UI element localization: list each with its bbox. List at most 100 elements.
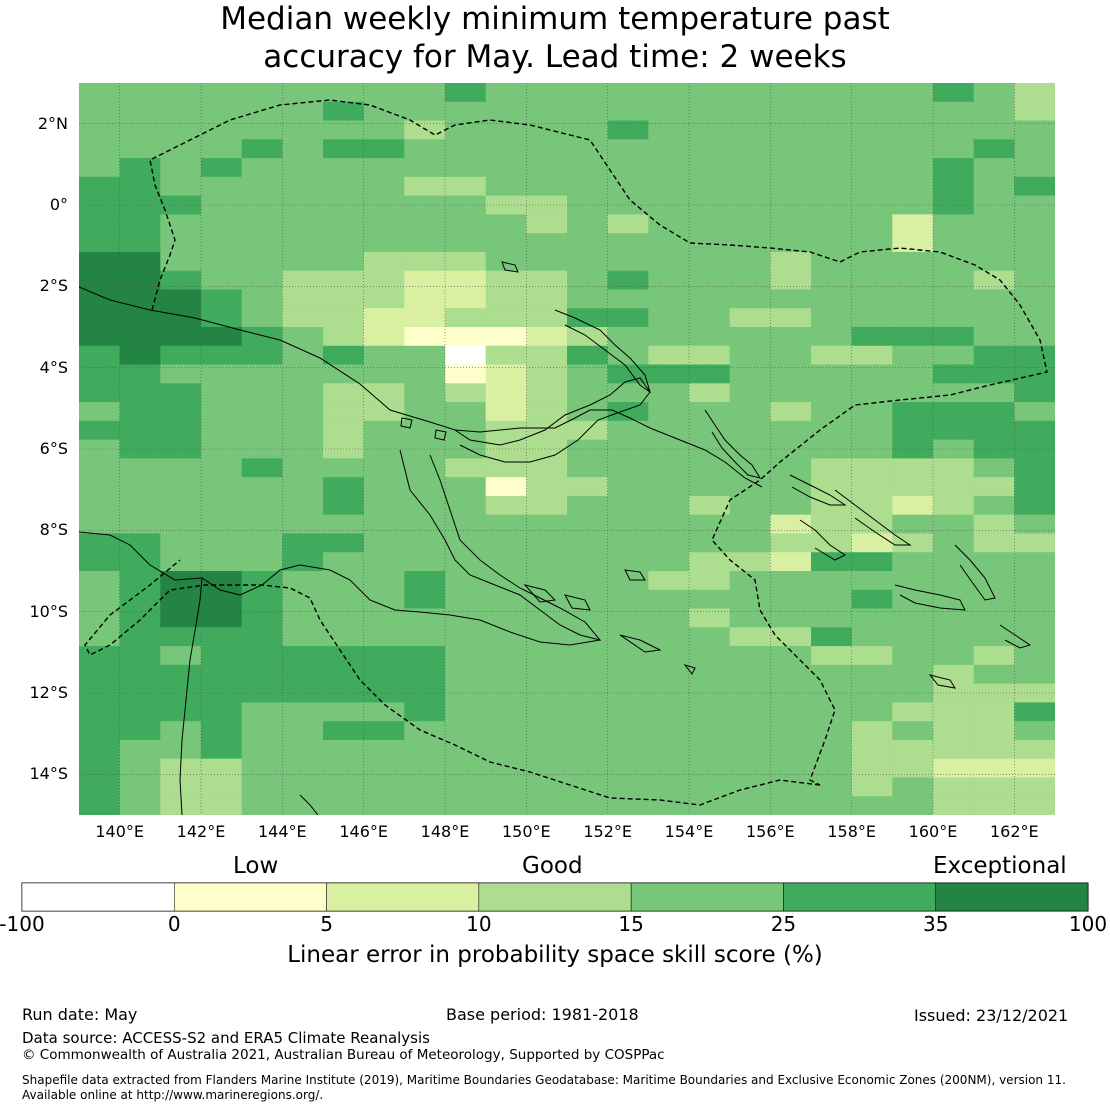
skill-cell [282, 777, 324, 797]
coast-santa-isabel [834, 489, 912, 546]
skill-cell [323, 139, 365, 159]
skill-cell [607, 664, 649, 685]
skill-cell [689, 458, 731, 478]
skill-cell [445, 758, 487, 779]
skill-cell [973, 627, 1015, 647]
skill-cell [648, 383, 690, 403]
skill-cell [241, 364, 283, 384]
skill-cell [1014, 758, 1055, 779]
skill-cell [241, 683, 283, 703]
skill-cell [729, 514, 771, 535]
skill-cell [892, 721, 934, 741]
skill-cell [119, 308, 161, 328]
skill-cell [282, 327, 324, 347]
skill-cell [689, 327, 731, 347]
skill-cell [241, 420, 283, 441]
skill-cell [851, 270, 893, 291]
coast-choiseul [789, 474, 847, 506]
skill-cell [526, 289, 568, 309]
skill-cell [892, 402, 934, 422]
skill-cell [851, 758, 893, 779]
skill-cell [1014, 477, 1055, 497]
skill-cell [119, 702, 161, 722]
skill-cell [567, 796, 609, 815]
skill-cell [851, 571, 893, 591]
skill-cell [485, 289, 527, 309]
skill-cell [323, 120, 365, 140]
skill-cell [851, 533, 893, 553]
skill-cell [160, 627, 202, 647]
skill-cell [973, 495, 1015, 516]
skill-cell [526, 214, 568, 234]
longitude-label: 152°E [583, 822, 632, 841]
skill-cell [119, 627, 161, 647]
skill-cell [770, 195, 812, 215]
skill-cell [363, 702, 405, 722]
skill-cell [973, 402, 1015, 422]
skill-cell [729, 327, 771, 347]
skill-cell [648, 477, 690, 497]
skill-cell [363, 758, 405, 779]
skill-cell [160, 439, 202, 459]
skill-cell [323, 439, 365, 459]
coastlines [79, 261, 1032, 815]
skill-cell [282, 646, 324, 666]
skill-cell [404, 533, 446, 553]
skill-cell [323, 589, 365, 610]
skill-cell [363, 195, 405, 215]
skill-cell [567, 514, 609, 535]
skill-cell [729, 289, 771, 309]
skill-cell [160, 683, 202, 703]
skill-cell [323, 176, 365, 197]
skill-cell [648, 83, 690, 103]
skill-cell [445, 289, 487, 309]
skill-cell [892, 571, 934, 591]
skill-cell [648, 289, 690, 309]
coast-rennell [928, 674, 957, 689]
skill-cell [79, 251, 121, 272]
skill-cell [567, 139, 609, 159]
skill-cell [241, 383, 283, 403]
skill-cell [811, 233, 853, 253]
skill-cell [811, 214, 853, 234]
skill-cell [445, 251, 487, 272]
skill-cell [933, 721, 975, 741]
skill-cell [485, 721, 527, 741]
skill-cell [485, 364, 527, 384]
skill-cell [160, 364, 202, 384]
skill-cell [1014, 533, 1055, 553]
skill-cell [689, 364, 731, 384]
skill-cell [770, 139, 812, 159]
skill-cell [445, 552, 487, 572]
skill-cell [1014, 571, 1055, 591]
skill-cell [323, 289, 365, 309]
skill-cell [119, 195, 161, 215]
skill-cell [485, 758, 527, 779]
skill-cell [607, 120, 649, 140]
skill-cell [607, 439, 649, 459]
skill-cell [770, 721, 812, 741]
skill-cell [282, 589, 324, 610]
skill-cell [241, 139, 283, 159]
skill-cell [201, 439, 243, 459]
skill-cell [851, 83, 893, 103]
skill-cell [933, 176, 975, 197]
skill-cell [119, 233, 161, 253]
skill-cell [567, 383, 609, 403]
skill-cell [526, 552, 568, 572]
skill-cell [1014, 458, 1055, 478]
skill-cell [79, 270, 121, 291]
skill-cell [811, 195, 853, 215]
skill-cell [363, 289, 405, 309]
skill-cell [363, 270, 405, 291]
skill-cell [973, 608, 1015, 628]
skill-cell [729, 721, 771, 741]
skill-cell [567, 552, 609, 572]
coast-papuan-peninsula [399, 449, 602, 641]
skill-cell [973, 721, 1015, 741]
skill-cell [973, 571, 1015, 591]
skill-cell [201, 589, 243, 610]
skill-cell [160, 420, 202, 441]
skill-cell [607, 327, 649, 347]
skill-cell [404, 721, 446, 741]
